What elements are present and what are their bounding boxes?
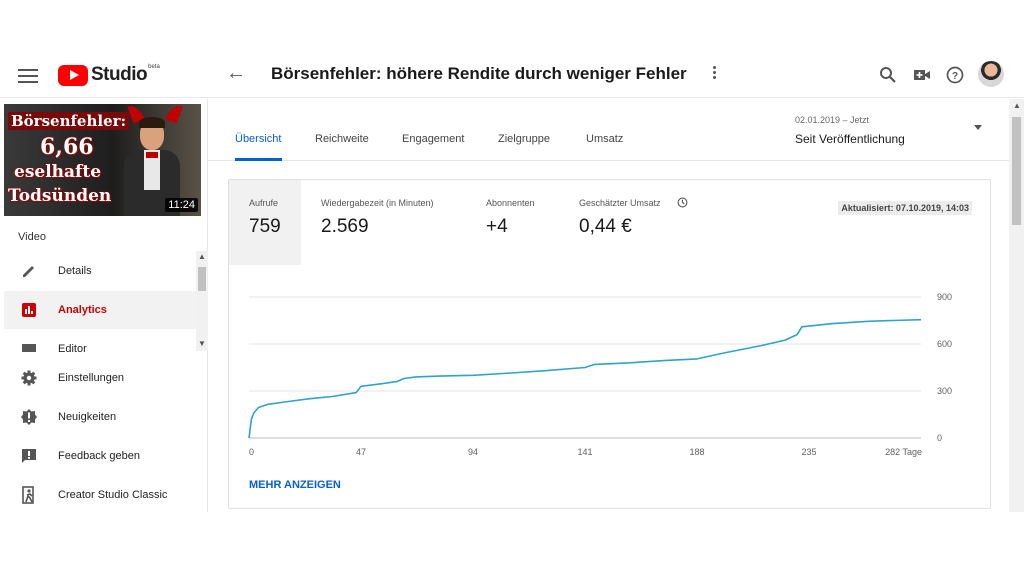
sidebar-item-label: Creator Studio Classic	[58, 489, 168, 501]
help-icon[interactable]: ?	[945, 65, 965, 85]
beta-label: beta	[148, 64, 160, 70]
x-tick-label: 188	[689, 447, 704, 457]
metric-title: Geschätzter Umsatz	[579, 198, 661, 208]
sidebar-item-einstellungen[interactable]: Einstellungen	[4, 359, 196, 397]
sidebar-item-details[interactable]: Details	[4, 252, 196, 290]
metric-value: +4	[486, 216, 508, 237]
scroll-thumb[interactable]	[198, 267, 206, 291]
thumbnail-line-2: 6,66	[40, 134, 94, 160]
x-tick-label: 141	[577, 447, 592, 457]
y-tick-label: 600	[937, 339, 952, 349]
y-tick-label: 300	[937, 386, 952, 396]
thumbnail-line-4: Todsünden	[8, 186, 112, 206]
metric-umsatz[interactable]: Geschätzter Umsatz 0,44 €	[579, 180, 699, 265]
metric-title: Abonnenten	[486, 198, 535, 208]
updated-badge: Aktualisiert: 07.10.2019, 14:03	[838, 201, 972, 215]
sidebar-item-analytics[interactable]: Analytics	[4, 291, 196, 329]
analytics-icon	[22, 303, 36, 317]
sidebar-item-label: Feedback geben	[58, 450, 140, 462]
video-thumbnail[interactable]: Börsenfehler: 6,66 eselhafte Todsünden 1…	[4, 104, 201, 216]
metric-title: Wiedergabezeit (in Minuten)	[321, 198, 434, 208]
film-icon	[22, 344, 36, 352]
pencil-icon	[23, 266, 34, 277]
x-tick-label: 235	[801, 447, 816, 457]
create-video-icon[interactable]	[912, 65, 932, 85]
scroll-thumb[interactable]	[1012, 117, 1021, 225]
gear-icon	[21, 370, 37, 386]
youtube-studio-logo[interactable]: Studio beta	[58, 63, 160, 87]
menu-icon[interactable]	[18, 66, 38, 84]
analytics-tabs: Übersicht Reichweite Engagement Zielgrup…	[208, 99, 1009, 161]
x-tick-label: 47	[356, 447, 366, 457]
thumbnail-line-3: eselhafte	[14, 162, 102, 182]
tab-umsatz[interactable]: Umsatz	[586, 133, 624, 145]
section-label-video: Video	[18, 231, 46, 243]
search-icon[interactable]	[878, 65, 898, 85]
date-range-select[interactable]: Seit Veröffentlichung	[795, 132, 905, 146]
main-scrollbar[interactable]: ▲	[1009, 99, 1024, 512]
show-more-link[interactable]: MEHR ANZEIGEN	[249, 479, 341, 491]
scroll-up-icon[interactable]: ▲	[198, 252, 206, 261]
clock-icon	[677, 197, 688, 208]
avatar[interactable]	[978, 61, 1004, 87]
sidebar-item-creator-studio-classic[interactable]: Creator Studio Classic	[4, 476, 196, 512]
sidebar-item-label: Neuigkeiten	[58, 411, 117, 423]
page-title: Börsenfehler: höhere Rendite durch wenig…	[271, 64, 687, 83]
sidebar-item-label: Analytics	[58, 304, 107, 316]
youtube-play-icon	[58, 64, 88, 86]
x-tick-label: 0	[249, 447, 254, 457]
exit-classic-icon	[22, 486, 34, 504]
sidebar-item-label: Editor	[58, 343, 87, 352]
y-tick-label: 900	[937, 292, 952, 302]
active-tab-indicator	[235, 158, 282, 161]
thumbnail-line-1: Börsenfehler:	[8, 112, 130, 130]
sidebar-item-label: Einstellungen	[58, 372, 125, 384]
series-line	[248, 318, 922, 439]
studio-wordmark: Studio	[91, 64, 148, 85]
date-range-sub: 02.01.2019 – Jetzt	[795, 115, 870, 125]
scroll-up-icon[interactable]: ▲	[1013, 101, 1021, 110]
tab-zielgruppe[interactable]: Zielgruppe	[498, 133, 550, 145]
metric-wiedergabezeit[interactable]: Wiedergabezeit (in Minuten) 2.569	[321, 180, 471, 265]
feedback-icon	[22, 449, 36, 463]
metric-value: 759	[249, 216, 281, 237]
sidebar-item-editor[interactable]: Editor	[4, 330, 196, 352]
tab-reichweite[interactable]: Reichweite	[315, 133, 369, 145]
alert-badge-icon	[21, 409, 37, 425]
sidebar-item-feedback[interactable]: Feedback geben	[4, 437, 196, 475]
x-tick-label: 282 Tage	[885, 447, 922, 457]
sidebar-item-label: Details	[58, 265, 92, 277]
arrow-left-icon[interactable]: ←	[226, 62, 246, 84]
scroll-down-icon[interactable]: ▼	[198, 339, 206, 348]
metric-value: 0,44 €	[579, 216, 632, 237]
chevron-down-icon[interactable]	[974, 125, 982, 130]
sidebar: Börsenfehler: 6,66 eselhafte Todsünden 1…	[0, 99, 208, 512]
metric-abonnenten[interactable]: Abonnenten +4	[486, 180, 566, 265]
views-line-chart: 0 300 600 900 0 47 94 141 188 235 282 Tage	[248, 292, 952, 457]
video-duration: 11:24	[165, 198, 198, 212]
metric-aufrufe[interactable]: Aufrufe 759	[229, 180, 301, 265]
metric-title: Aufrufe	[249, 198, 279, 208]
x-tick-label: 94	[468, 447, 478, 457]
studio-window: Studio beta ← Börsenfehler: höhere Rendi…	[0, 52, 1024, 512]
top-bar: Studio beta ← Börsenfehler: höhere Rendi…	[0, 52, 1024, 98]
overview-card: Aufrufe 759 Wiedergabezeit (in Minuten) …	[228, 179, 991, 509]
tab-uebersicht[interactable]: Übersicht	[235, 133, 282, 145]
sidebar-item-neuigkeiten[interactable]: Neuigkeiten	[4, 398, 196, 436]
sidebar-scrollbar[interactable]: ▲ ▼	[196, 251, 208, 351]
y-tick-label: 0	[937, 433, 942, 443]
more-vert-icon[interactable]	[710, 64, 718, 81]
svg-text:?: ?	[952, 71, 958, 82]
metric-value: 2.569	[321, 216, 369, 237]
tab-engagement[interactable]: Engagement	[402, 133, 465, 145]
